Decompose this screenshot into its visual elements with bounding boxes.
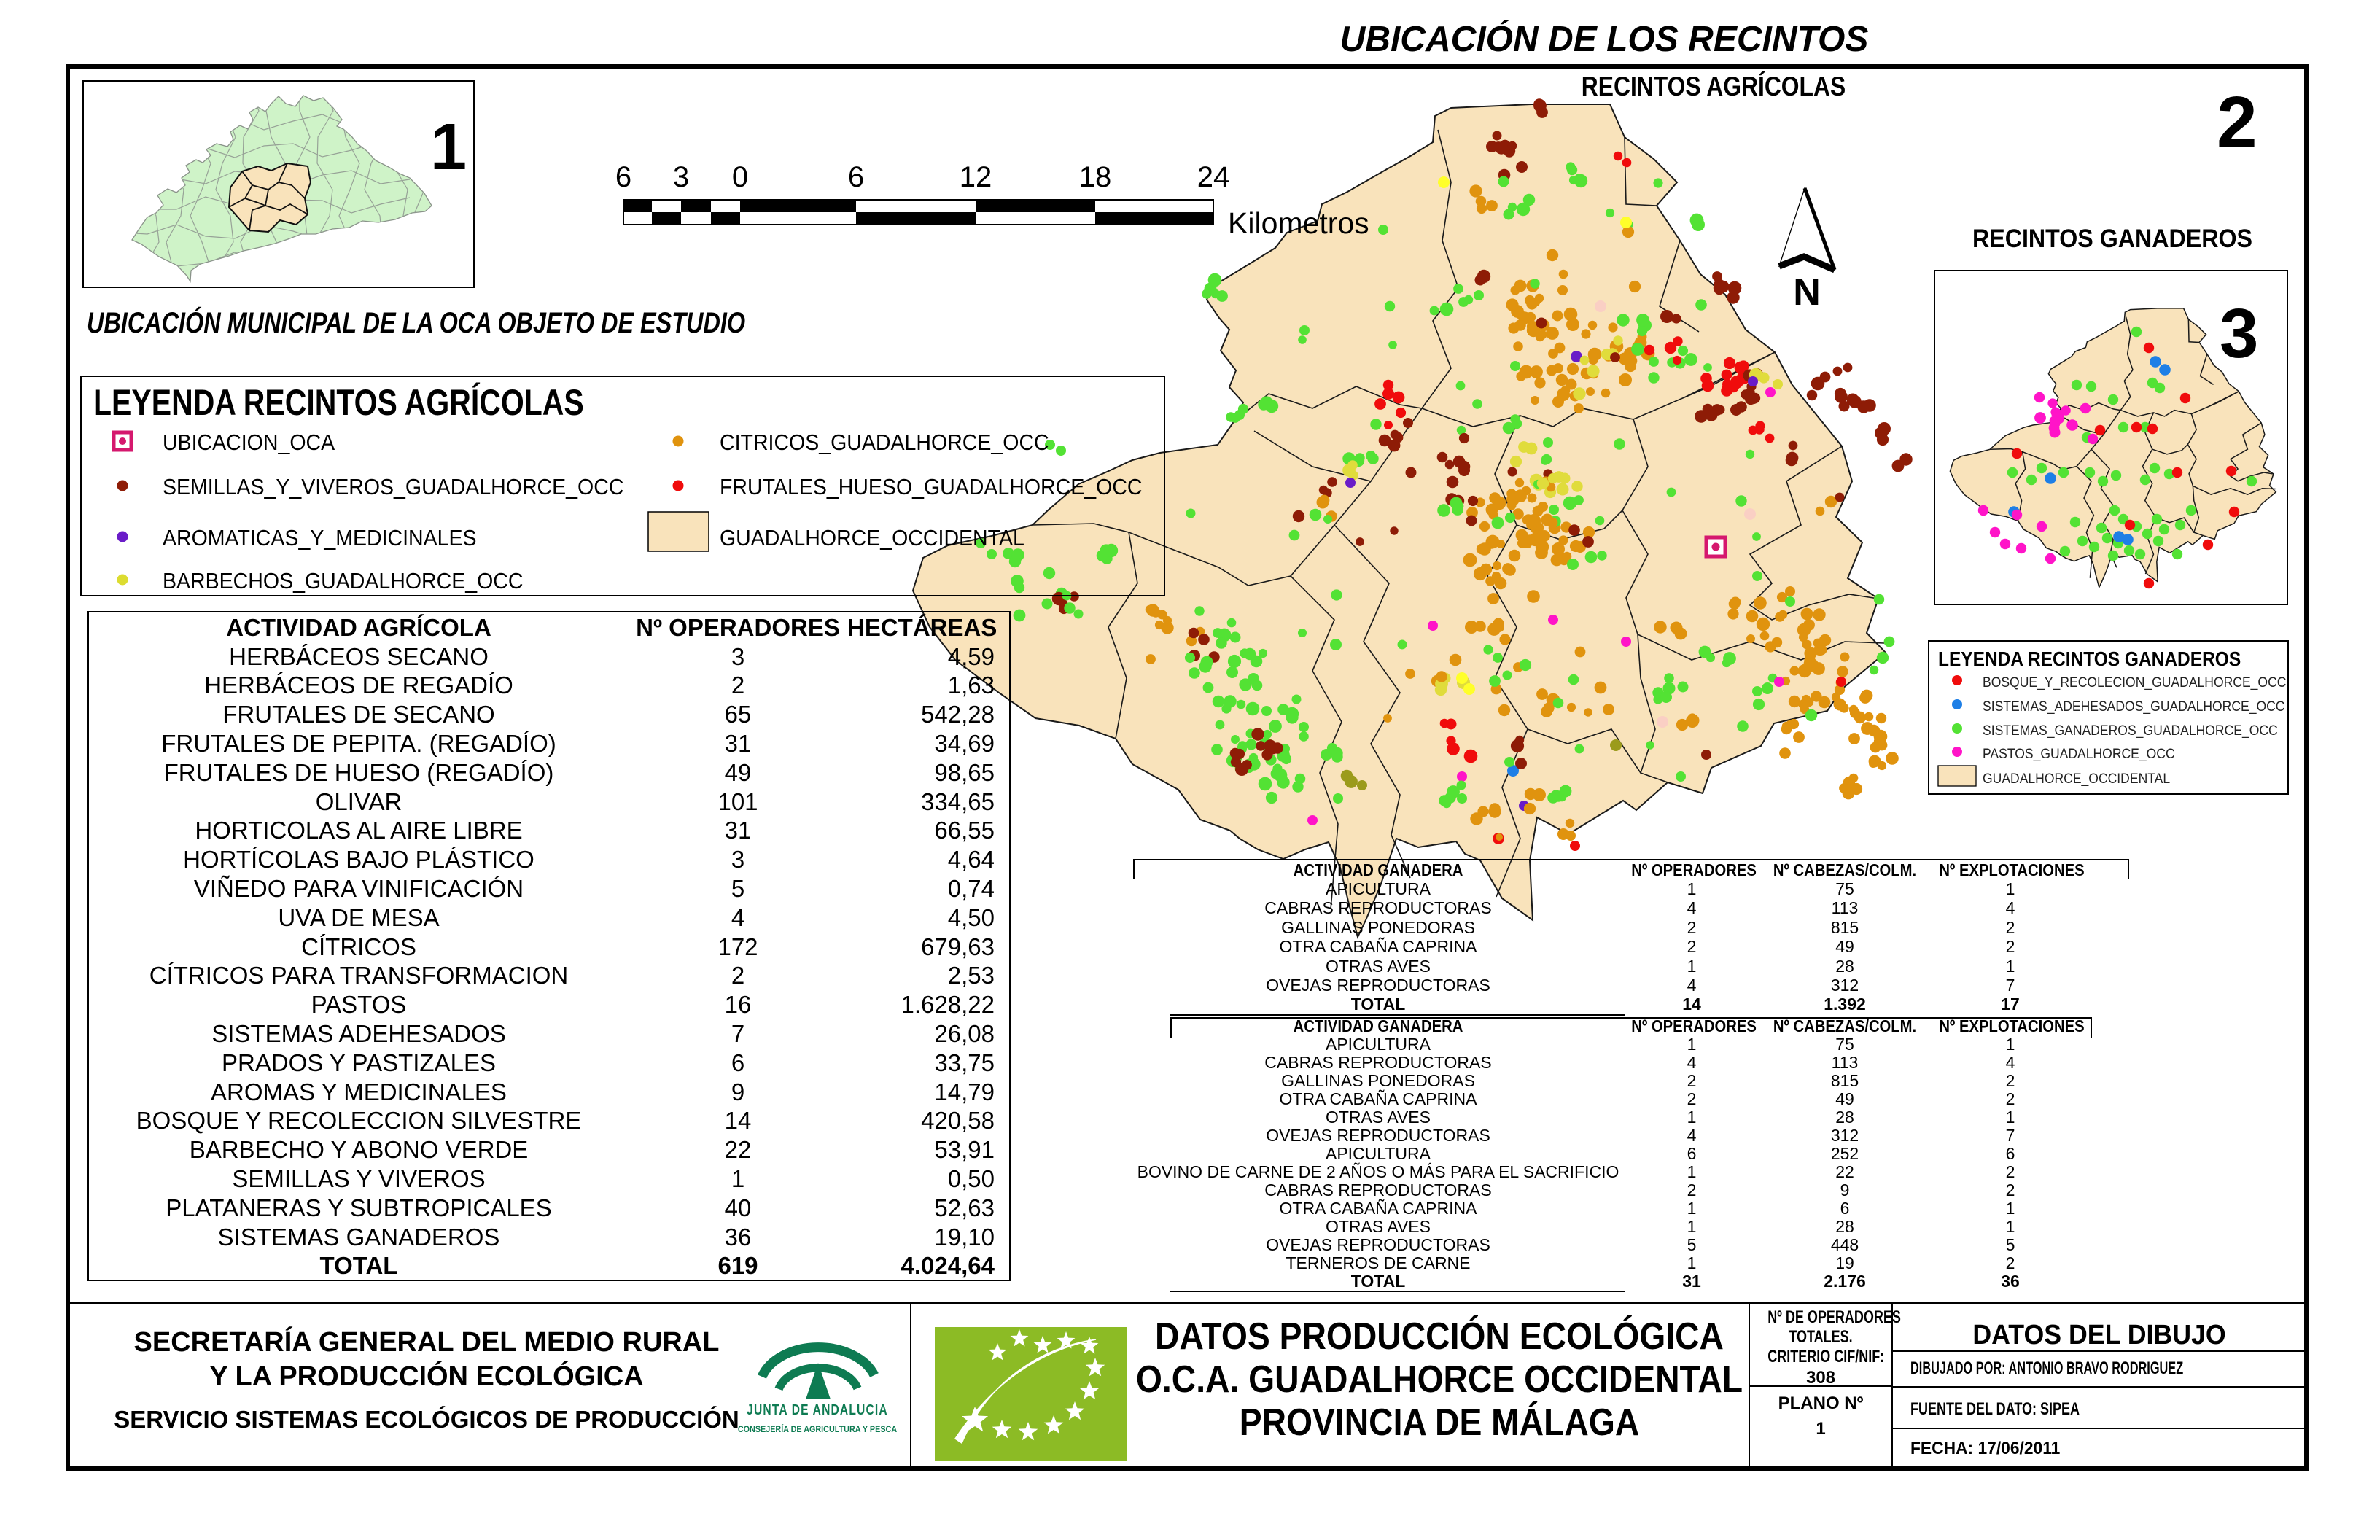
svg-text:3: 3 (673, 161, 689, 193)
svg-text:0: 0 (732, 161, 748, 193)
svg-text:JUNTA DE ANDALUCIA: JUNTA DE ANDALUCIA (747, 1401, 888, 1418)
svg-text:18: 18 (1079, 161, 1112, 193)
svg-text:N: N (1793, 271, 1821, 314)
svg-text:6: 6 (615, 161, 631, 193)
svg-text:6: 6 (848, 161, 864, 193)
svg-text:24: 24 (1197, 161, 1230, 193)
svg-text:CONSEJERÍA DE AGRICULTURA Y PE: CONSEJERÍA DE AGRICULTURA Y PESCA (738, 1424, 897, 1434)
svg-text:12: 12 (960, 161, 992, 193)
svg-text:Kilometros: Kilometros (1228, 206, 1369, 240)
